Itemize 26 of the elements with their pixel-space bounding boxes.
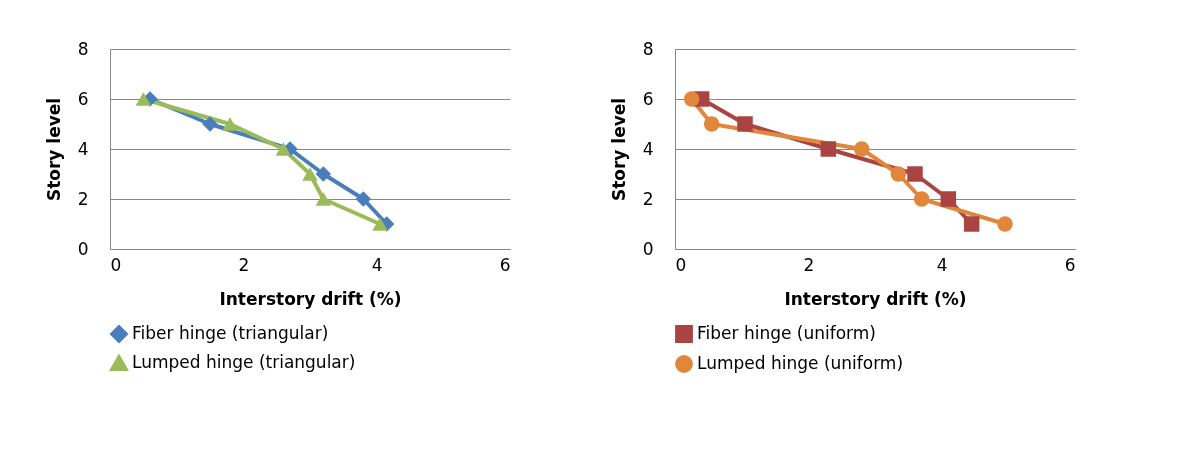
legend-label: Lumped hinge (triangular)	[132, 352, 356, 372]
y-tick-label: 8	[642, 38, 654, 59]
y-tick-label: 4	[642, 138, 654, 159]
x-axis-title: Interstory drift (%)	[784, 288, 967, 309]
x-axis-title: Interstory drift (%)	[219, 288, 402, 309]
x-tick-label: 4	[936, 254, 948, 275]
x-tick-label: 6	[499, 254, 511, 275]
x-tick-label: 2	[238, 254, 250, 275]
y-axis-title: Story level	[608, 97, 629, 202]
y-tick-label: 2	[642, 188, 654, 209]
x-tick-label: 6	[1064, 254, 1076, 275]
y-tick-label: 8	[77, 38, 89, 59]
y-tick-label: 6	[642, 88, 654, 109]
y-tick-label: 0	[77, 238, 89, 259]
y-tick-label: 6	[77, 88, 89, 109]
legend-label: Lumped hinge (uniform)	[697, 353, 904, 373]
x-tick-label: 0	[675, 254, 687, 275]
y-tick-label: 4	[77, 138, 89, 159]
y-tick-label: 2	[77, 188, 89, 209]
x-tick-label: 2	[803, 254, 815, 275]
legend-label: Fiber hinge (triangular)	[132, 323, 329, 343]
x-tick-label: 0	[110, 254, 122, 275]
y-axis-title: Story level	[43, 97, 64, 202]
legend-label: Fiber hinge (uniform)	[697, 323, 877, 343]
y-tick-label: 0	[642, 238, 654, 259]
x-tick-label: 4	[371, 254, 383, 275]
